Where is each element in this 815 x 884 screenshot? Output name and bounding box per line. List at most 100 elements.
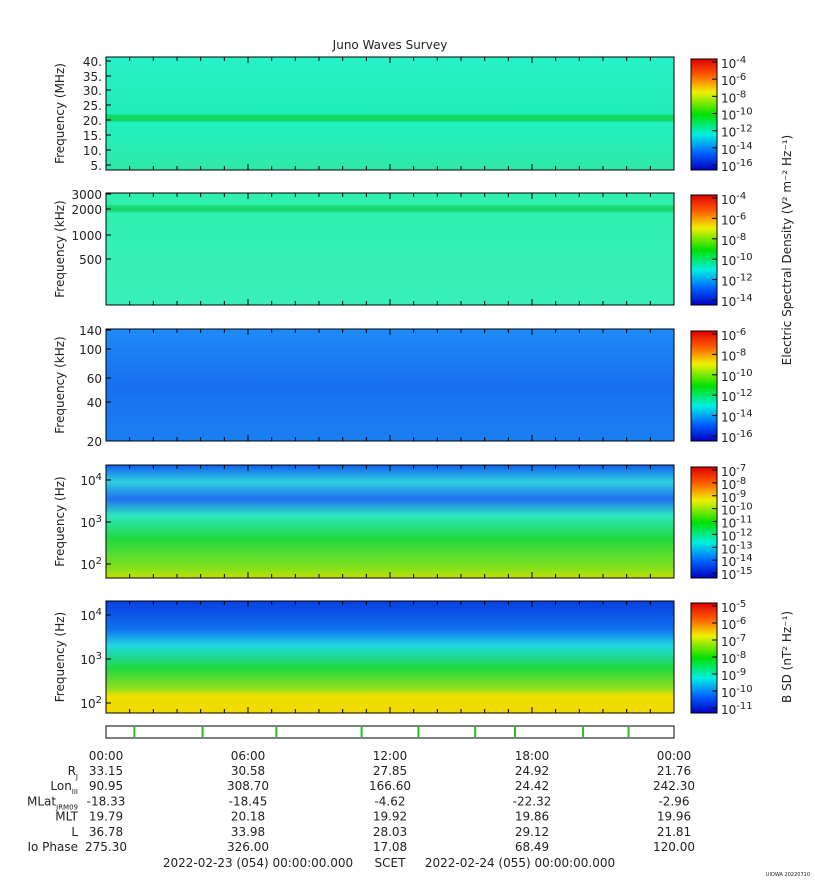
colorbar-tick-label: 10-7 — [721, 463, 746, 479]
colorbar-tick-label: 10-14 — [721, 409, 753, 425]
row-label: L — [71, 825, 78, 839]
row-label-main: R — [68, 764, 76, 778]
colorbar-tick-label-exp: -14 — [736, 141, 752, 152]
colorbar-tick-label-base: 10 — [721, 517, 736, 531]
colorbar-tick-label: 10-12 — [721, 527, 753, 543]
colorbar-tick-label-exp: -10 — [736, 107, 752, 118]
colorbar-tick-label: 10-14 — [721, 293, 753, 309]
ephemeris-value: 28.03 — [373, 825, 407, 839]
y-tick-label-exp: 2 — [96, 695, 102, 706]
row-label-sub: III — [72, 788, 78, 796]
colorbar-tick-label: 10-8 — [721, 476, 746, 492]
y-tick-label: 103 — [80, 514, 102, 530]
y-tick-label: 104 — [80, 472, 102, 488]
colorbar-tick-label-exp: -8 — [736, 347, 746, 358]
colorbar-tick-label-exp: -8 — [736, 476, 746, 487]
colorbar-tick-label-exp: -4 — [736, 191, 746, 202]
y-axis-label: Frequency (Hz) — [53, 612, 67, 703]
colorbar-tick-label: 10-12 — [721, 273, 753, 289]
colorbar-tick-label-base: 10 — [721, 74, 736, 88]
y-tick-label: 20 — [87, 435, 102, 449]
colorbar-tick-label-exp: -6 — [736, 211, 746, 222]
colorbar-tick-label: 10-6 — [721, 211, 746, 227]
ephemeris-value: 19.96 — [657, 810, 691, 824]
colorbar-tick-label: 10-15 — [721, 566, 753, 582]
colorbar-tick-label-exp: -12 — [736, 527, 752, 538]
colorbar-tick-label: 10-11 — [721, 701, 753, 717]
colorbar-tick-label-base: 10 — [721, 465, 736, 479]
y-tick-label: 40. — [83, 55, 102, 69]
colorbar — [690, 602, 718, 714]
colorbar-tick-label: 10-10 — [721, 502, 753, 518]
colorbar-tick-label: 10-16 — [721, 429, 753, 445]
colorbar-tick-label: 10-13 — [721, 540, 753, 556]
y-tick-label: 500 — [79, 253, 102, 267]
colorbar-tick-label-base: 10 — [721, 618, 736, 632]
colorbar-tick-label-base: 10 — [721, 160, 736, 174]
spectrogram — [106, 601, 674, 713]
ephemeris-value: 21.81 — [657, 825, 691, 839]
colorbar-tick-label: 10-7 — [721, 633, 746, 649]
ephemeris-value: 308.70 — [227, 779, 269, 793]
spectrogram — [106, 57, 674, 170]
ephemeris-value: -2.96 — [658, 794, 689, 808]
colorbar-tick-label-exp: -10 — [736, 684, 752, 695]
colorbar-tick-label-base: 10 — [721, 504, 736, 518]
colorbar-tick-label-exp: -5 — [736, 599, 746, 610]
colorbar-tick-label: 10-10 — [721, 107, 753, 123]
time-label: 06:00 — [231, 749, 266, 763]
y-axis-label: Frequency (kHz) — [53, 336, 67, 433]
colorbar-tick-label-exp: -9 — [736, 667, 746, 678]
colorbar-tick-label-base: 10 — [721, 431, 736, 445]
colorbar-tick-label: 10-4 — [721, 191, 746, 207]
colorbar-tick-label: 10-8 — [721, 232, 746, 248]
y-tick-label: 25. — [83, 99, 102, 113]
colorbar-tick-label-exp: -12 — [736, 273, 752, 284]
colorbar-tick-label-exp: -15 — [736, 566, 752, 577]
ephemeris-value: 326.00 — [227, 840, 269, 854]
colorbar-tick-label-base: 10 — [721, 529, 736, 543]
colorbar-tick-label-base: 10 — [721, 491, 736, 505]
y-tick-label-base: 10 — [80, 609, 95, 623]
y-tick-label-exp: 4 — [96, 472, 102, 483]
colorbar-tick-label-base: 10 — [721, 91, 736, 105]
colorbar-tick-label-exp: -7 — [736, 633, 746, 644]
ephemeris-strip — [105, 725, 675, 739]
ephemeris-value: 19.79 — [89, 810, 123, 824]
colorbar-tick-label-base: 10 — [721, 411, 736, 425]
colorbar-tick-label-base: 10 — [721, 669, 736, 683]
y-tick-label-base: 10 — [80, 697, 95, 711]
ephemeris-value: 33.15 — [89, 764, 123, 778]
colorbar-tick-label-exp: -12 — [736, 388, 752, 399]
title: Juno Waves Survey — [332, 38, 448, 52]
colorbar-tick-label: 10-16 — [721, 158, 753, 174]
time-label: 00:00 — [89, 749, 124, 763]
ephemeris-value: 27.85 — [373, 764, 407, 778]
spectrogram — [106, 465, 674, 578]
ephemeris-value: 36.78 — [89, 825, 123, 839]
time-label: 00:00 — [657, 749, 692, 763]
row-label-main: Lon — [50, 779, 71, 793]
y-tick-label-exp: 4 — [96, 607, 102, 618]
magnetic-colorbar-label: B SD (nT² Hz⁻¹) — [780, 611, 794, 703]
colorbar-tick-label-base: 10 — [721, 254, 736, 268]
colorbar — [690, 194, 718, 306]
colorbar-tick-label-exp: -13 — [736, 540, 752, 551]
colorbar-tick-label-base: 10 — [721, 686, 736, 700]
colorbar-tick-label-base: 10 — [721, 478, 736, 492]
colorbar — [690, 466, 718, 579]
colorbar-tick-label: 10-8 — [721, 347, 746, 363]
time-label: 18:00 — [515, 749, 550, 763]
colorbar-tick-label-exp: -6 — [736, 72, 746, 83]
y-tick-label: 140 — [79, 324, 102, 338]
row-label-sub: J — [75, 773, 78, 781]
row-label: LonIII — [50, 779, 78, 796]
colorbar-tick-label-base: 10 — [721, 349, 736, 363]
colorbar-tick-label-base: 10 — [721, 193, 736, 207]
ephemeris-value: 19.92 — [373, 810, 407, 824]
y-tick-label: 5. — [91, 159, 102, 173]
credit: UIOWA 20220710 — [766, 872, 810, 878]
colorbar-tick-label-exp: -8 — [736, 89, 746, 100]
colorbar-tick-label-exp: -14 — [736, 293, 752, 304]
colorbar — [690, 330, 718, 442]
